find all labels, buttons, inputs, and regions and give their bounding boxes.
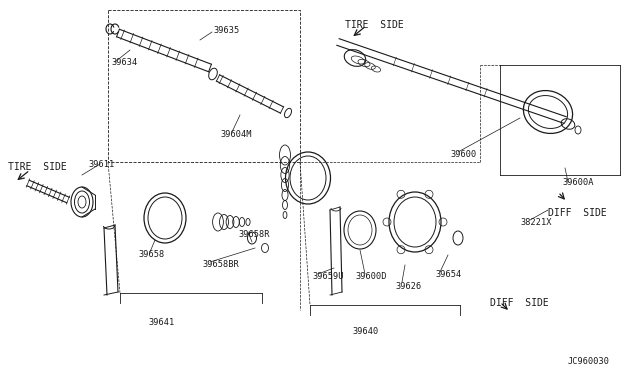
Text: 39604M: 39604M [220,130,252,139]
Text: 38221X: 38221X [520,218,552,227]
Text: TIRE  SIDE: TIRE SIDE [8,162,67,172]
Text: 39659U: 39659U [312,272,344,281]
Text: JC960030: JC960030 [568,357,610,366]
Text: 39641: 39641 [148,318,174,327]
Text: 39658R: 39658R [238,230,269,239]
Text: 39600A: 39600A [562,178,593,187]
Text: 39658: 39658 [138,250,164,259]
Text: 39640: 39640 [352,327,378,336]
Text: 39635: 39635 [213,26,239,35]
Text: 39611: 39611 [88,160,115,169]
Text: TIRE  SIDE: TIRE SIDE [345,20,404,30]
Text: DIFF  SIDE: DIFF SIDE [548,208,607,218]
Text: 39634: 39634 [111,58,137,67]
Text: DIFF  SIDE: DIFF SIDE [490,298,548,308]
Text: 39654: 39654 [435,270,461,279]
Text: 39658BR: 39658BR [202,260,239,269]
Bar [108,10,300,162]
Text: 39626: 39626 [395,282,421,291]
Text: 39600D: 39600D [355,272,387,281]
Text: 39600: 39600 [450,150,476,159]
